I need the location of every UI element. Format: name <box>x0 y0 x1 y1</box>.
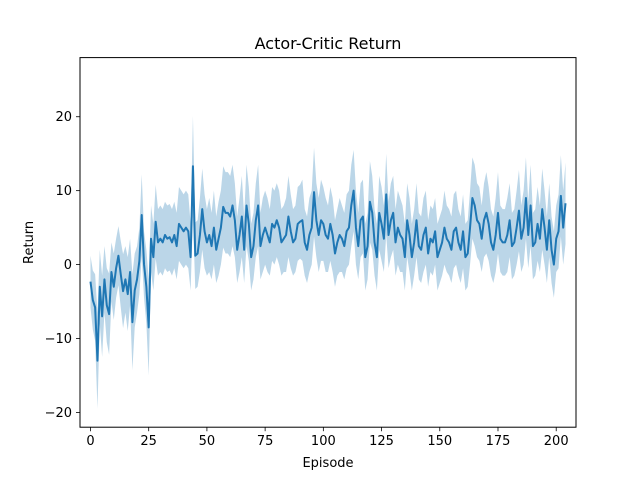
mean-line-layer <box>89 165 567 362</box>
x-tick-label: 150 <box>427 434 452 449</box>
x-axis-label: Episode <box>302 456 353 471</box>
y-tick-label: 10 <box>55 184 72 199</box>
y-tick-label: 0 <box>64 258 72 273</box>
y-tick-label: −10 <box>45 332 72 347</box>
y-axis-ticks: −20 −10 0 10 20 <box>45 110 80 421</box>
x-tick-label: 100 <box>311 434 336 449</box>
x-tick-label: 175 <box>486 434 511 449</box>
y-axis-label: Return <box>22 221 37 264</box>
y-tick-label: −20 <box>45 406 72 421</box>
x-tick-label: 75 <box>257 434 274 449</box>
x-tick-label: 25 <box>140 434 157 449</box>
x-axis-ticks: 0 25 50 75 100 125 150 175 200 <box>86 427 569 449</box>
plot-area-frame <box>79 57 577 428</box>
x-tick-label: 0 <box>86 434 94 449</box>
std-band-layer <box>90 116 566 409</box>
y-tick-label: 20 <box>55 110 72 125</box>
chart-title: Actor-Critic Return <box>255 34 402 53</box>
std-band <box>90 116 566 409</box>
x-tick-label: 200 <box>544 434 569 449</box>
x-tick-label: 125 <box>369 434 394 449</box>
x-tick-label: 50 <box>199 434 216 449</box>
mean-return-line <box>89 165 567 362</box>
